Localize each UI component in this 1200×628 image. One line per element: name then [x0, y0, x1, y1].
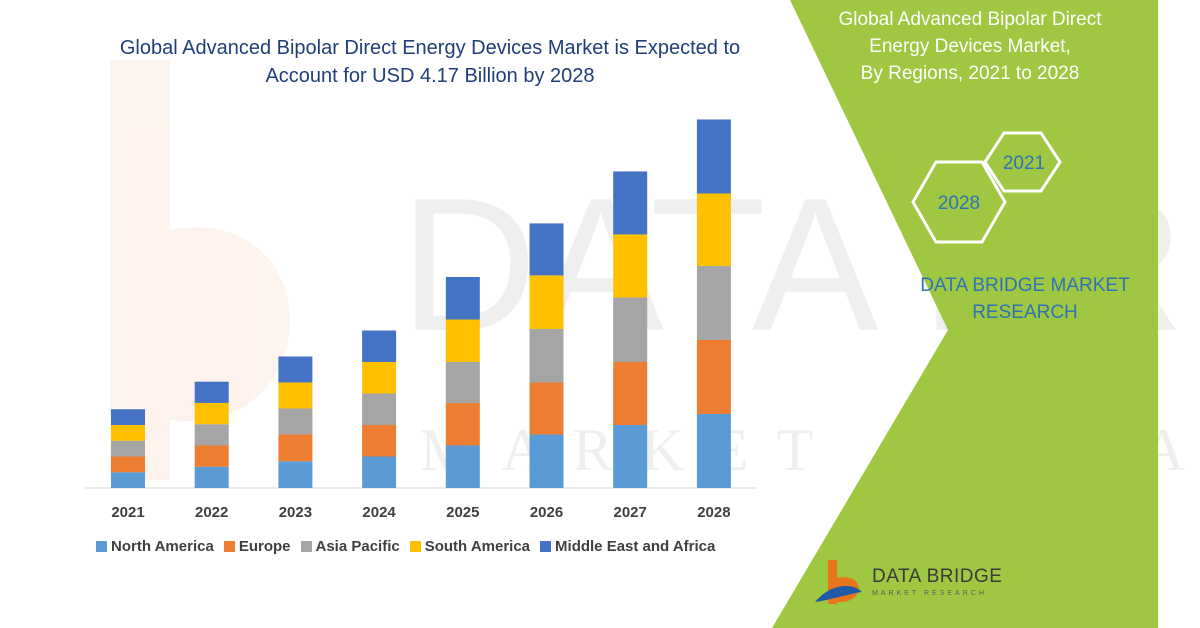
bar-segment-2021-asia-pacific	[111, 440, 145, 457]
hexagon-2028-label: 2028	[938, 193, 980, 214]
logo-subtitle: MARKET RESEARCH	[872, 590, 987, 597]
x-tick-label-2023: 2023	[279, 504, 312, 521]
bar-segment-2023-middle-east-and-africa	[278, 356, 313, 383]
bar-segment-2026-south-america	[529, 275, 564, 329]
legend-swatch	[409, 541, 421, 552]
bar-segment-2023-asia-pacific	[278, 408, 313, 435]
legend-label: North America	[111, 538, 214, 555]
bar-segment-2021-south-america	[111, 425, 145, 441]
bar-segment-2024-asia-pacific	[362, 393, 397, 425]
legend-item-europe: Europe	[223, 538, 291, 555]
bar-segment-2027-south-america	[613, 234, 648, 298]
hexagon-2028: 2028	[911, 160, 1007, 244]
legend-item-north-america: North America	[96, 538, 214, 555]
x-tick-label-2025: 2025	[446, 504, 479, 521]
chart-title-line2: Account for USD 4.17 Billion by 2028	[265, 65, 595, 87]
x-tick-labels: 2021 2022 2023 2024 2025 2026 2027 2028	[111, 504, 730, 521]
bar-segment-2022-south-america	[194, 402, 229, 425]
x-tick-label-2028: 2028	[697, 504, 730, 521]
right-panel-background	[772, 0, 1158, 628]
logo-name: DATA BRIDGE	[872, 566, 1003, 587]
chart-title-line1: Global Advanced Bipolar Direct Energy De…	[119, 37, 741, 59]
bar-segment-2028-middle-east-and-africa	[696, 119, 731, 194]
bar-segment-2024-north-america	[362, 456, 397, 488]
bar-segment-2022-north-america	[194, 466, 229, 488]
bar-segment-2028-north-america	[696, 413, 731, 488]
x-tick-label-2026: 2026	[530, 504, 563, 521]
hexagon-2021-label: 2021	[1003, 153, 1045, 174]
bar-segment-2026-europe	[529, 382, 564, 435]
brand-text-line1: DATA BRIDGE MARKET	[920, 275, 1130, 296]
bar-segment-2025-europe	[445, 402, 480, 446]
hexagon-2021: 2021	[983, 131, 1062, 193]
brand-text-line2: RESEARCH	[972, 302, 1078, 323]
bar-segment-2021-middle-east-and-africa	[111, 409, 145, 425]
bar-segment-2028-asia-pacific	[696, 265, 731, 340]
bar-segment-2023-north-america	[278, 461, 313, 488]
bar-segment-2027-north-america	[613, 425, 648, 488]
legend-item-south-america: South America	[409, 538, 531, 555]
bar-segment-2023-south-america	[278, 382, 313, 409]
bar-segment-2025-middle-east-and-africa	[445, 276, 480, 320]
logo-mark	[815, 560, 862, 604]
bar-segment-2021-north-america	[111, 472, 145, 488]
bars-group	[111, 119, 731, 488]
legend-swatch	[300, 541, 312, 552]
bar-segment-2024-middle-east-and-africa	[362, 330, 397, 362]
panel-title-line2: Energy Devices Market,	[869, 36, 1071, 57]
brand-text: DATA BRIDGE MARKET RESEARCH	[905, 272, 1145, 326]
bar-segment-2026-asia-pacific	[529, 328, 564, 383]
bar-segment-2024-south-america	[362, 362, 397, 394]
legend-label: South America	[424, 538, 531, 555]
bar-segment-2022-europe	[194, 445, 229, 467]
legend-item-middle-east-and-africa: Middle East and Africa	[540, 538, 715, 555]
legend-label: Europe	[238, 538, 291, 555]
chart-legend: North America Europe Asia Pacific South Ame…	[96, 538, 715, 555]
legend-label: Asia Pacific	[315, 538, 400, 555]
bar-segment-2025-asia-pacific	[445, 362, 480, 403]
bar-segment-2027-middle-east-and-africa	[613, 171, 648, 235]
bar-segment-2026-north-america	[529, 434, 564, 488]
legend-swatch	[96, 541, 107, 552]
bar-segment-2022-middle-east-and-africa	[194, 381, 229, 403]
legend-swatch	[540, 541, 552, 552]
bar-segment-2028-south-america	[696, 193, 731, 266]
x-tick-label-2027: 2027	[614, 504, 647, 521]
chart-title: Global Advanced Bipolar Direct Energy De…	[80, 34, 780, 90]
x-tick-label-2024: 2024	[362, 504, 396, 521]
x-tick-label-2021: 2021	[111, 504, 144, 521]
panel-title: Global Advanced Bipolar Direct Energy De…	[800, 6, 1140, 87]
bar-segment-2026-middle-east-and-africa	[529, 223, 564, 276]
stacked-bar-chart: 2021 2022 2023 2024 2025 2026 2027 2028	[85, 119, 757, 521]
bar-segment-2027-europe	[613, 362, 648, 425]
x-tick-label-2022: 2022	[195, 504, 228, 521]
bar-segment-2024-europe	[362, 425, 397, 457]
bar-segment-2028-europe	[696, 339, 731, 414]
legend-item-asia-pacific: Asia Pacific	[300, 538, 400, 555]
bar-segment-2022-asia-pacific	[194, 424, 229, 446]
bar-segment-2025-south-america	[445, 319, 480, 362]
bar-segment-2023-europe	[278, 434, 313, 462]
legend-swatch	[223, 541, 235, 552]
legend-label: Middle East and Africa	[555, 538, 716, 555]
panel-title-line3: By Regions, 2021 to 2028	[860, 63, 1080, 84]
panel-title-line1: Global Advanced Bipolar Direct	[838, 9, 1102, 30]
bar-segment-2027-asia-pacific	[613, 297, 648, 362]
watermark-logo-mark	[110, 60, 290, 480]
bar-segment-2021-europe	[111, 456, 145, 473]
bar-segment-2025-north-america	[445, 445, 480, 488]
